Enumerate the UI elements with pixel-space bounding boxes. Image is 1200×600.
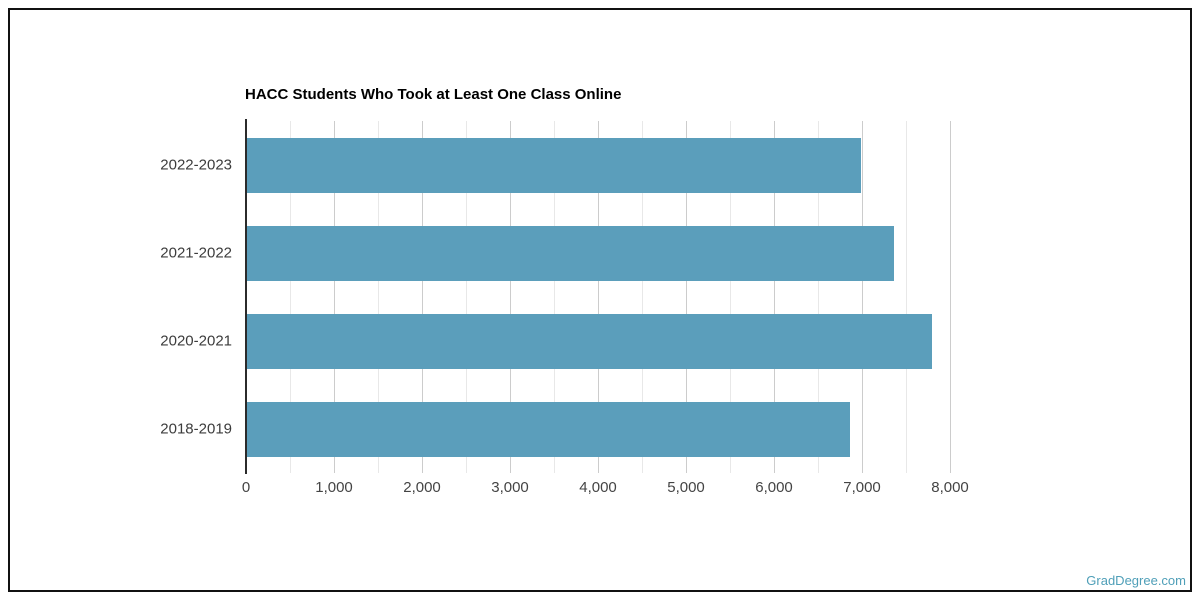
chart-title: HACC Students Who Took at Least One Clas… [245,86,622,103]
x-axis-tick-label-7,000: 7,000 [843,479,881,496]
x-axis-tick-label-0: 0 [241,479,251,496]
bar-2021-2022[interactable] [247,225,894,281]
minor-gridline [818,121,819,473]
bar-2020-2021[interactable] [247,313,932,369]
x-axis-tick-label-1,000: 1,000 [315,479,353,496]
x-axis-tick-label-6,000: 6,000 [755,479,793,496]
major-gridline [686,121,687,473]
x-axis-tick-label-8,000: 8,000 [931,479,969,496]
minor-gridline [466,121,467,473]
y-axis-label-2018-2019: 2018-2019 [160,420,232,438]
bar-2018-2019[interactable] [247,401,850,457]
minor-gridline [906,121,907,473]
y-axis-label-2020-2021: 2020-2021 [160,332,232,350]
watermark-text: GradDegree.com [1086,573,1186,588]
major-gridline [774,121,775,473]
x-axis-tick-label-4,000: 4,000 [579,479,617,496]
x-axis-tick-label-5,000: 5,000 [667,479,705,496]
x-axis-tick-label-3,000: 3,000 [491,479,529,496]
chart-frame [8,8,1192,592]
major-gridline [950,121,951,473]
major-gridline [422,121,423,473]
bar-2022-2023[interactable] [247,137,861,193]
major-gridline [598,121,599,473]
y-axis-label-2021-2022: 2021-2022 [160,244,232,262]
major-gridline [862,121,863,473]
major-gridline [510,121,511,473]
minor-gridline [642,121,643,473]
minor-gridline [378,121,379,473]
y-axis-line [245,119,247,474]
plot-area [246,121,981,473]
minor-gridline [554,121,555,473]
minor-gridline [290,121,291,473]
major-gridline [334,121,335,473]
minor-gridline [730,121,731,473]
y-axis-label-2022-2023: 2022-2023 [160,156,232,174]
x-axis-tick-label-2,000: 2,000 [403,479,441,496]
